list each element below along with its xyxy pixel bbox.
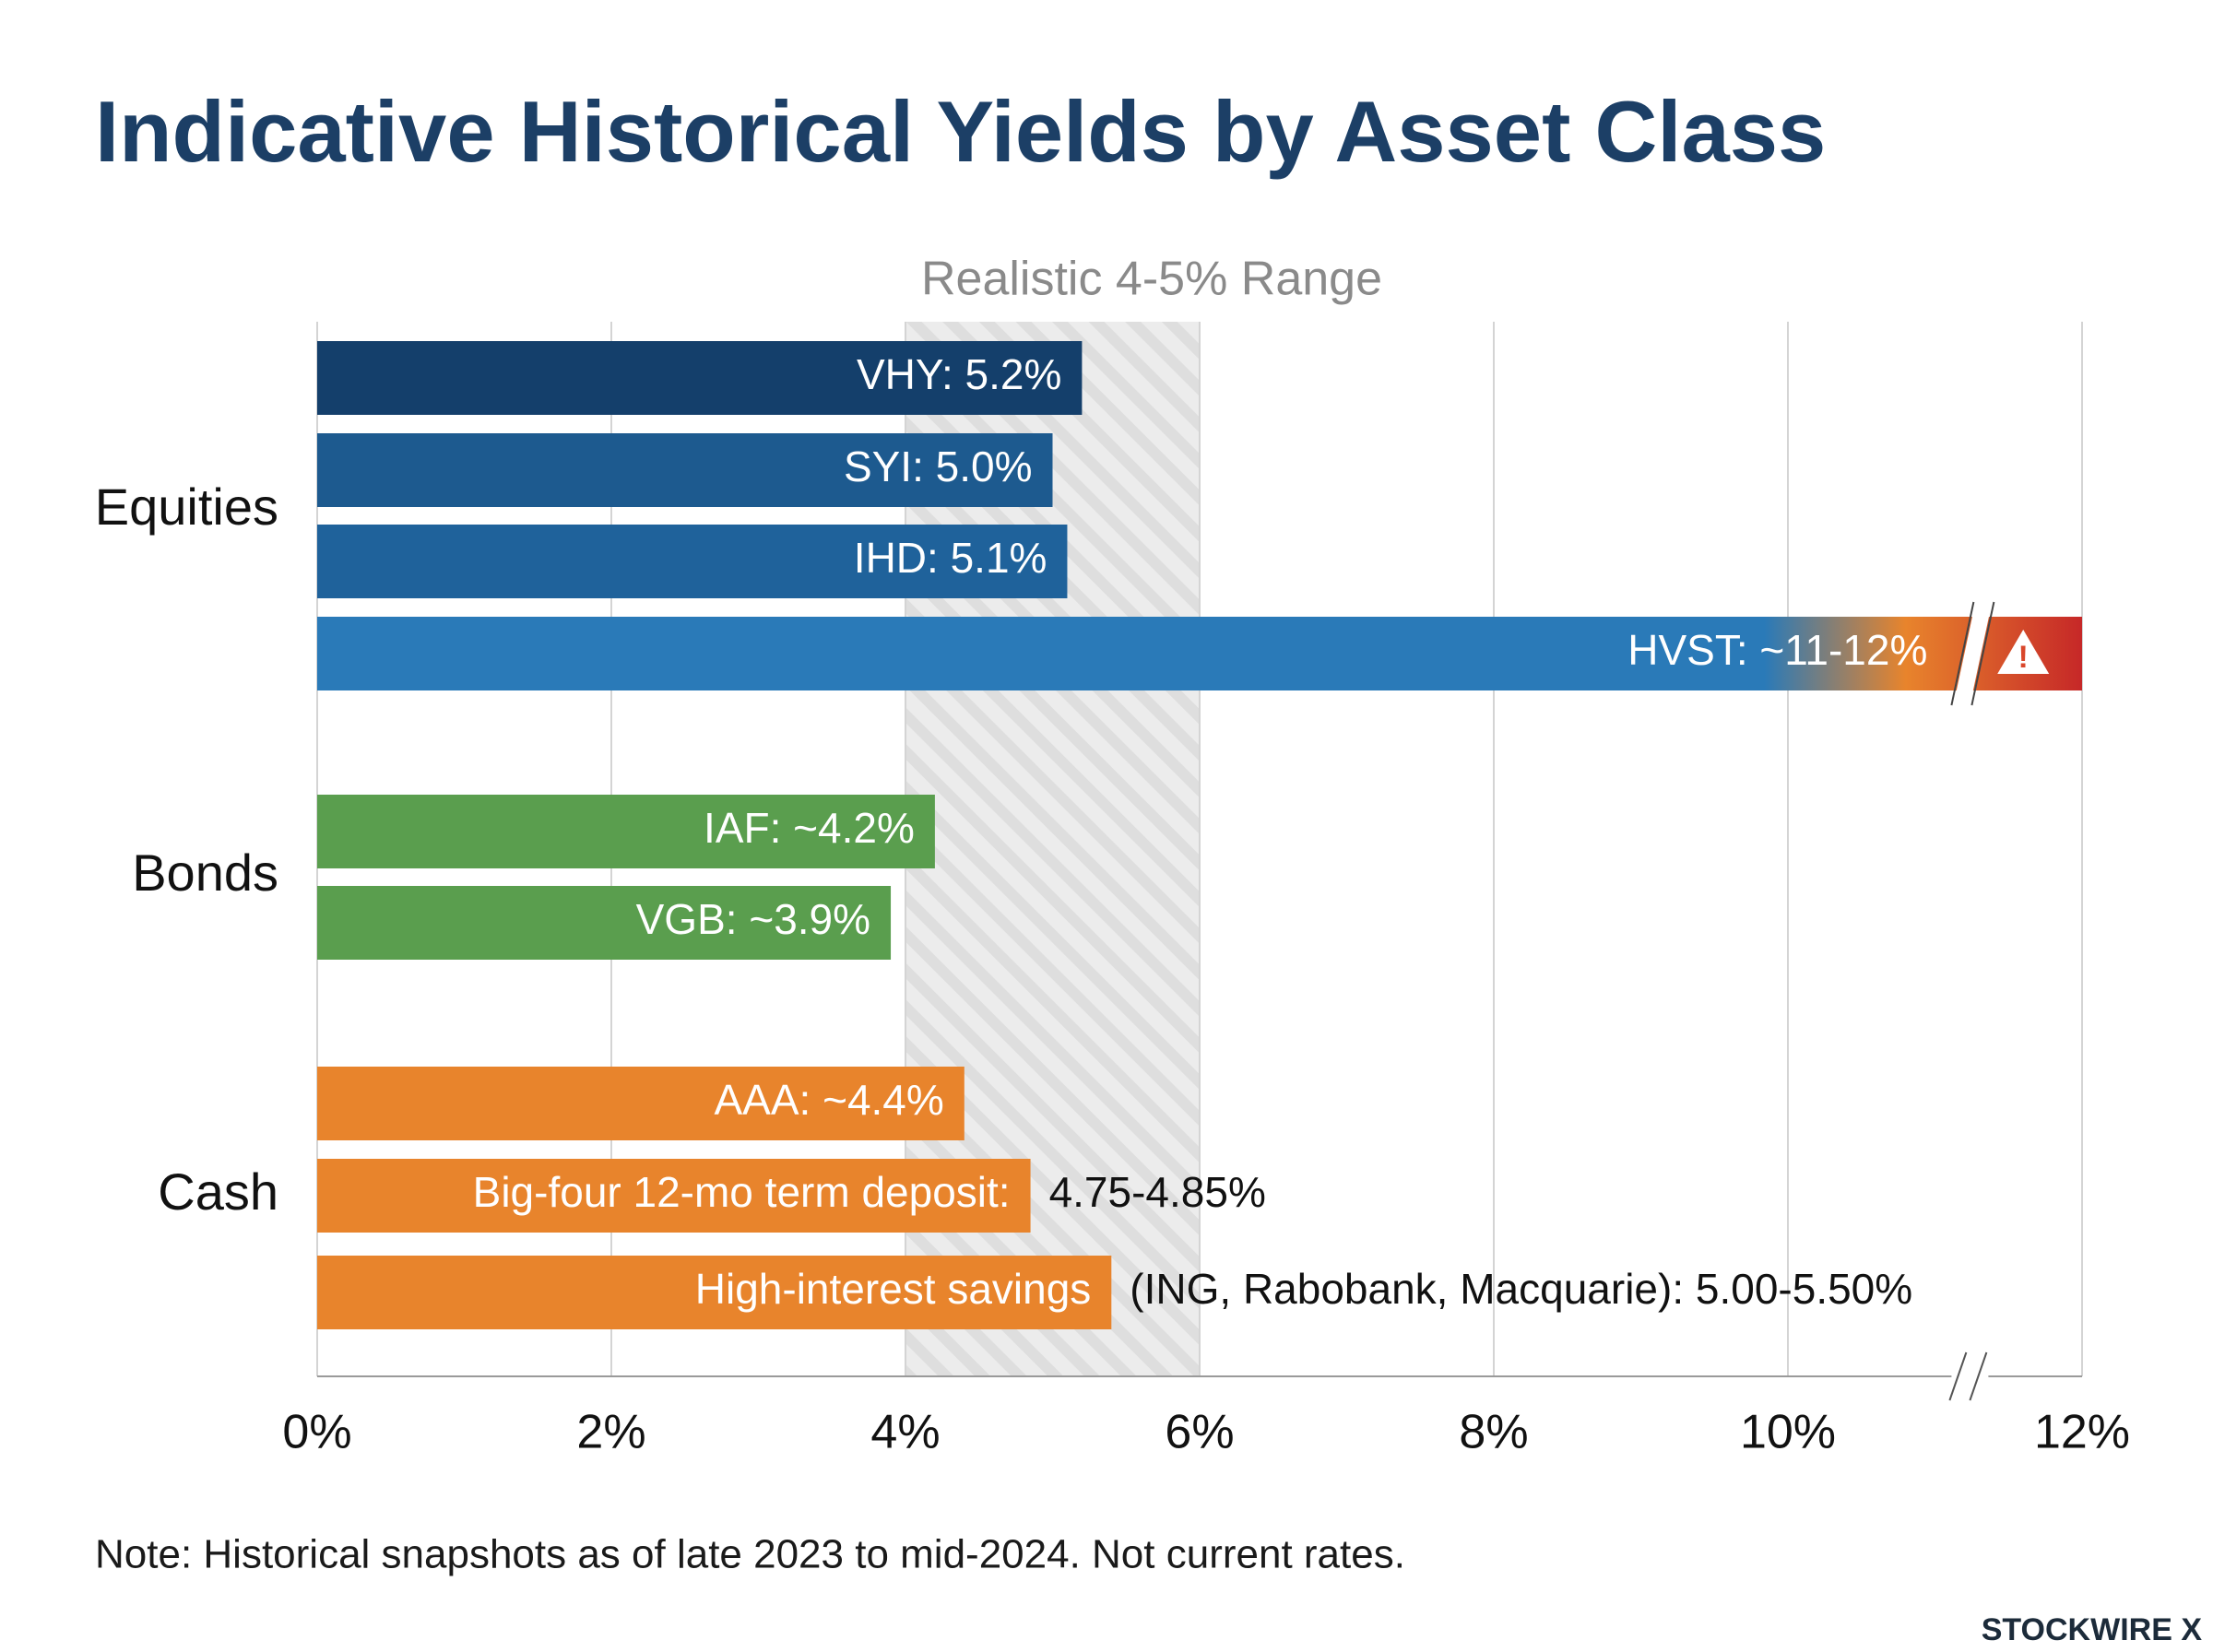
bar-label: Big-four 12-mo term deposit: [473, 1168, 1011, 1216]
bar [317, 886, 892, 960]
bar [317, 1067, 964, 1140]
bar-label: AAA: ~4.4% [714, 1076, 943, 1124]
bar [317, 433, 1053, 507]
bar [317, 617, 2082, 690]
bar-label: VHY: 5.2% [857, 350, 1061, 398]
bar-label: High-interest savings [695, 1265, 1092, 1313]
chart-title: Indicative Historical Yields by Asset Cl… [95, 83, 1826, 180]
bar-label: SYI: 5.0% [844, 442, 1033, 490]
group-label: Bonds [132, 844, 278, 902]
value-label: 4.75-4.85% [1049, 1168, 1266, 1216]
bar [317, 525, 1068, 598]
warning-mark: ! [2018, 640, 2029, 675]
group-label: Equities [95, 478, 278, 536]
x-tick-label: 10% [1740, 1406, 1836, 1459]
axis-break [1948, 1351, 1968, 1401]
bar [317, 341, 1083, 415]
x-tick-label: 6% [1165, 1406, 1234, 1459]
bar [317, 1159, 1031, 1233]
bar-break [1953, 602, 1993, 705]
x-tick-label: 0% [282, 1406, 351, 1459]
bar-label: IHD: 5.1% [854, 534, 1047, 582]
bar-break-line [1970, 601, 1995, 706]
footnote: Note: Historical snapshots as of late 20… [95, 1532, 1405, 1577]
x-tick-label: 12% [2034, 1406, 2130, 1459]
bar-label: IAF: ~4.2% [704, 804, 915, 852]
bar [317, 795, 935, 868]
bar [317, 1256, 1112, 1329]
x-tick-label: 8% [1459, 1406, 1528, 1459]
value-label: (ING, Rabobank, Macquarie): 5.00-5.50% [1130, 1265, 1912, 1313]
bar-break-line [1950, 601, 1975, 706]
plot-area: 0% 2% 4% 6% 8% 10% 12% Equities VHY: 5.2% SYI: 5.… [95, 322, 2130, 1459]
bar-label: HVST: ~11-12% [1627, 626, 1927, 674]
group-label: Cash [158, 1162, 278, 1221]
brand: STOCKWIRE X [1982, 1612, 2203, 1647]
axis-break [1969, 1351, 1988, 1401]
x-tick-label: 4% [870, 1406, 940, 1459]
warning-icon [1997, 630, 2050, 674]
range-annotation: Realistic 4-5% Range [921, 253, 1382, 306]
x-tick-label: 2% [576, 1406, 645, 1459]
bar-label: VGB: ~3.9% [636, 895, 870, 943]
